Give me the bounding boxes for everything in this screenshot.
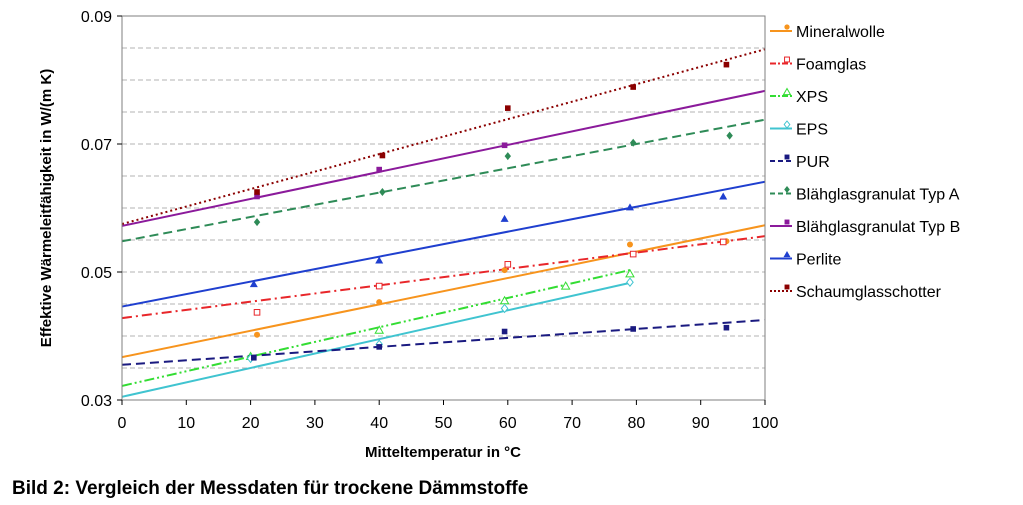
legend-label: EPS <box>796 122 828 139</box>
x-tick-label: 60 <box>499 415 517 432</box>
data-points <box>245 61 733 364</box>
x-tick-label: 0 <box>118 415 127 432</box>
legend-marker <box>784 154 790 160</box>
x-tick-label: 90 <box>692 415 710 432</box>
legend-marker <box>783 120 791 129</box>
legend-item-xps: XPS <box>770 87 828 106</box>
data-point-schaumglasschotter <box>254 189 260 195</box>
data-point-bl-hglasgranulat-typ-a <box>629 138 637 147</box>
data-point-pur <box>501 328 508 335</box>
trend-line-perlite <box>121 180 766 308</box>
y-tick-label: 0.07 <box>81 137 112 154</box>
data-point-perlite <box>249 280 258 288</box>
data-point-pur <box>251 354 257 361</box>
legend: Mineralwolle Foamglas XPS EPS PUR Blähglasgra… <box>770 24 960 301</box>
data-point-perlite <box>375 256 384 264</box>
data-point-bl-hglasgranulat-typ-a <box>253 218 261 227</box>
legend-item-mineralwolle: Mineralwolle <box>770 24 885 41</box>
legend-item-foamglas: Foamglas <box>770 57 866 74</box>
legend-marker <box>784 186 790 193</box>
data-point-bl-hglasgranulat-typ-a <box>379 188 386 196</box>
trend-lines <box>121 48 766 398</box>
trend-line-foamglas <box>121 235 766 320</box>
y-tick-label: 0.03 <box>81 393 112 410</box>
data-point-mineralwolle <box>501 267 508 274</box>
data-point-bl-hglasgranulat-typ-b <box>376 166 382 173</box>
y-tick-label: 0.05 <box>81 265 112 282</box>
legend-label: Mineralwolle <box>796 24 885 41</box>
data-point-foamglas <box>375 282 383 290</box>
trend-line-mineralwolle <box>121 224 766 359</box>
grid-lines <box>122 47 765 369</box>
data-point-foamglas <box>629 250 637 258</box>
legend-marker <box>783 251 791 258</box>
trend-line-pur <box>121 319 766 366</box>
trend-line-bl-hglasgranulat-typ-a <box>121 118 766 243</box>
legend-item-eps: EPS <box>770 120 828 139</box>
data-point-bl-hglasgranulat-typ-b <box>501 142 508 149</box>
data-point-schaumglasschotter <box>505 105 511 111</box>
legend-item-bl-hglasgranulat-typ-b: Blähglasgranulat Typ B <box>770 219 960 236</box>
data-point-mineralwolle <box>626 241 633 248</box>
y-axis-ticks: 0.03 0.05 0.07 0.09 <box>81 9 122 410</box>
x-axis-label: Mitteltemperatur in °C <box>365 444 521 461</box>
legend-label: Blähglasgranulat Typ B <box>796 219 960 236</box>
data-point-pur <box>723 324 730 331</box>
data-point-bl-hglasgranulat-typ-a <box>504 152 511 161</box>
legend-label: Blähglasgranulat Typ A <box>796 187 960 204</box>
legend-label: Schaumglasschotter <box>796 284 942 301</box>
legend-label: Foamglas <box>796 57 866 74</box>
trend-line-schaumglasschotter <box>121 48 766 225</box>
figure-caption: Bild 2: Vergleich der Messdaten für troc… <box>12 478 529 499</box>
data-point-schaumglasschotter <box>630 84 636 90</box>
chart: 0 10 20 30 40 50 60 70 80 90 100 0.030.050.070.09 … <box>38 9 960 461</box>
data-point-foamglas <box>253 309 261 316</box>
data-point-pur <box>376 344 382 350</box>
data-point-eps <box>500 303 509 314</box>
x-tick-label: 40 <box>370 415 388 432</box>
legend-item-bl-hglasgranulat-typ-a: Blähglasgranulat Typ A <box>770 186 960 204</box>
data-point-perlite <box>625 203 634 211</box>
legend-item-schaumglasschotter: Schaumglasschotter <box>770 284 942 301</box>
trend-line-bl-hglasgranulat-typ-b <box>121 89 766 227</box>
x-tick-label: 10 <box>177 415 195 432</box>
data-point-xps <box>374 325 385 334</box>
x-tick-label: 80 <box>628 415 646 432</box>
legend-marker <box>784 284 790 290</box>
legend-item-perlite: Perlite <box>770 251 841 269</box>
legend-marker <box>784 56 790 63</box>
legend-label: Perlite <box>796 252 841 269</box>
x-tick-label: 30 <box>306 415 324 432</box>
y-axis-label: Effektive Wärmeleitfähigkeit in W/(m K) <box>38 69 55 347</box>
legend-marker <box>784 219 790 225</box>
data-point-xps <box>560 281 571 290</box>
x-tick-label: 70 <box>563 415 581 432</box>
legend-marker <box>784 24 790 30</box>
x-tick-label: 100 <box>752 415 779 432</box>
data-point-bl-hglasgranulat-typ-b <box>254 193 260 200</box>
trend-line-eps <box>121 281 631 398</box>
legend-marker <box>782 87 792 96</box>
data-point-foamglas <box>504 261 512 268</box>
data-point-eps <box>626 277 634 288</box>
data-point-schaumglasschotter <box>379 152 386 159</box>
x-tick-label: 20 <box>242 415 260 432</box>
data-point-mineralwolle <box>254 331 261 338</box>
data-point-pur <box>630 326 636 332</box>
trend-line-xps <box>121 269 631 387</box>
data-point-perlite <box>719 192 728 200</box>
data-point-perlite <box>500 214 509 222</box>
data-point-schaumglasschotter <box>723 61 730 68</box>
x-tick-label: 50 <box>435 415 453 432</box>
data-point-bl-hglasgranulat-typ-a <box>726 131 733 140</box>
legend-label: PUR <box>796 154 830 171</box>
data-point-foamglas <box>719 238 727 246</box>
y-tick-label: 0.09 <box>81 9 112 26</box>
legend-label: XPS <box>796 89 828 106</box>
legend-item-pur: PUR <box>770 154 830 171</box>
data-point-xps <box>625 268 635 278</box>
data-point-mineralwolle <box>376 299 383 306</box>
x-axis-ticks: 0 10 20 30 40 50 60 70 80 90 100 <box>118 400 779 432</box>
